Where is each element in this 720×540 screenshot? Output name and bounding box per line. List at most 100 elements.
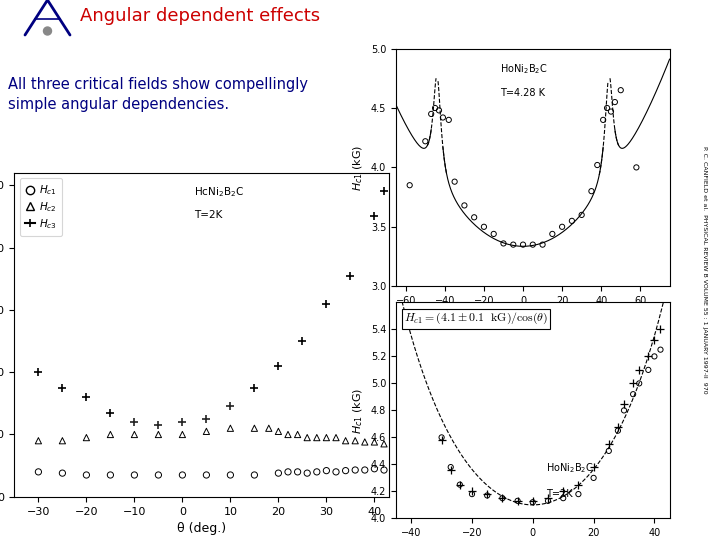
Point — [445, 463, 456, 471]
Point — [282, 468, 294, 476]
Point — [598, 116, 609, 124]
Point — [292, 430, 303, 439]
Text: HoNi$_2$B$_2$C: HoNi$_2$B$_2$C — [546, 461, 594, 475]
Point — [153, 430, 164, 439]
Point — [542, 494, 554, 502]
Circle shape — [43, 27, 52, 35]
Point — [302, 469, 313, 477]
Point — [627, 390, 639, 399]
Point — [349, 436, 361, 445]
Text: HcNi$_2$B$_2$C: HcNi$_2$B$_2$C — [194, 185, 244, 199]
Point — [153, 471, 164, 480]
Point — [57, 436, 68, 445]
Point — [330, 433, 342, 442]
Point — [443, 116, 454, 124]
Point — [340, 467, 351, 475]
Point — [603, 447, 615, 455]
Legend: $H_{c1}$, $H_{c2}$, $H_{c3}$: $H_{c1}$, $H_{c2}$, $H_{c3}$ — [19, 178, 63, 236]
Point — [588, 463, 599, 471]
Point — [585, 187, 597, 195]
Point — [649, 336, 660, 345]
Text: T=4.28 K: T=4.28 K — [500, 88, 545, 98]
Point — [320, 433, 332, 442]
Point — [654, 346, 666, 354]
Point — [512, 497, 523, 505]
Point — [340, 436, 351, 445]
Point — [104, 430, 116, 439]
Point — [225, 424, 236, 433]
Point — [436, 433, 447, 442]
Point — [557, 494, 569, 502]
Point — [609, 98, 621, 106]
Point — [467, 490, 478, 498]
Point — [454, 481, 466, 489]
Point — [537, 240, 549, 249]
Point — [81, 471, 92, 480]
Point — [634, 379, 645, 388]
Point — [359, 437, 371, 446]
Point — [497, 494, 508, 502]
Point — [273, 427, 284, 436]
Point — [311, 433, 323, 442]
Point — [627, 379, 639, 388]
Point — [592, 161, 603, 170]
Point — [201, 427, 212, 436]
Point — [615, 86, 626, 94]
Point — [429, 104, 441, 112]
Point — [104, 471, 116, 480]
Point — [248, 424, 260, 433]
Point — [459, 201, 470, 210]
Point — [527, 497, 539, 505]
Text: All three critical fields show compellingly: All three critical fields show compellin… — [8, 78, 308, 92]
Point — [445, 465, 456, 474]
Point — [612, 422, 624, 431]
Point — [612, 426, 624, 435]
Point — [449, 177, 460, 186]
Text: $H_{c1}=(4.1\pm0.1\ \ \mathrm{kG})/\cos(\theta)$: $H_{c1}=(4.1\pm0.1\ \ \mathrm{kG})/\cos(… — [404, 311, 548, 326]
Point — [57, 469, 68, 477]
Point — [642, 366, 654, 374]
X-axis label: θ (deg.): θ (deg.) — [177, 522, 226, 535]
Point — [576, 211, 588, 219]
Point — [81, 433, 92, 442]
Point — [454, 481, 466, 489]
Text: T=2K: T=2K — [546, 489, 573, 499]
Point — [369, 464, 380, 473]
Point — [378, 465, 390, 474]
Point — [618, 406, 630, 415]
Point — [482, 491, 493, 500]
Point — [649, 352, 660, 361]
Point — [566, 217, 577, 225]
X-axis label: θ (deg.): θ (deg.) — [511, 312, 554, 321]
Point — [618, 399, 630, 408]
Point — [606, 107, 617, 116]
Point — [369, 437, 380, 446]
Point — [129, 430, 140, 439]
Point — [302, 433, 313, 442]
Point — [488, 230, 500, 238]
Point — [420, 137, 431, 146]
Point — [557, 487, 569, 496]
Point — [176, 430, 188, 439]
Point — [546, 230, 558, 238]
Text: T=2K: T=2K — [194, 210, 222, 220]
Point — [320, 467, 332, 475]
Point — [642, 352, 654, 361]
Point — [426, 110, 437, 118]
Y-axis label: $H_{c1}$ (kG): $H_{c1}$ (kG) — [351, 387, 365, 434]
Point — [517, 240, 528, 249]
Text: Angular dependent effects: Angular dependent effects — [80, 6, 320, 25]
Point — [634, 366, 645, 374]
Point — [32, 436, 44, 445]
Point — [378, 440, 390, 448]
Point — [467, 487, 478, 496]
Point — [572, 481, 584, 489]
Point — [404, 181, 415, 190]
Point — [273, 469, 284, 477]
Text: simple angular dependencies.: simple angular dependencies. — [8, 98, 229, 112]
Point — [527, 498, 539, 507]
Point — [482, 490, 493, 498]
Point — [311, 468, 323, 476]
Point — [176, 471, 188, 480]
Point — [588, 474, 599, 482]
